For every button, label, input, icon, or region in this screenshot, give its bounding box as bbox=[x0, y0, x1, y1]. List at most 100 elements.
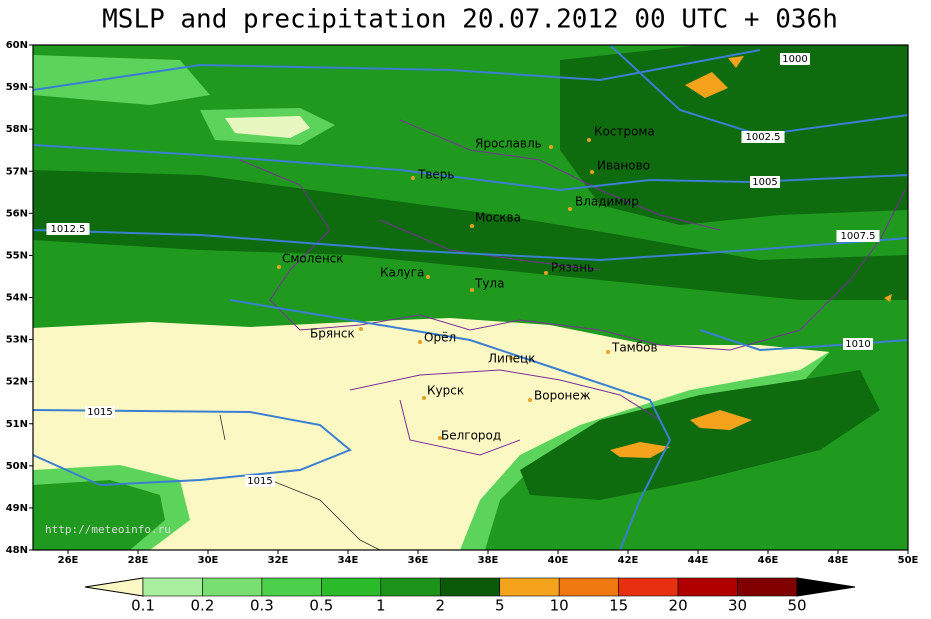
isobar-label-box bbox=[780, 53, 810, 65]
city-dot bbox=[509, 356, 513, 360]
isobar-label-box bbox=[741, 131, 785, 143]
city-dot bbox=[587, 138, 591, 142]
legend-label: 15 bbox=[609, 597, 628, 615]
isobar-label: 1015 bbox=[247, 476, 272, 487]
lon-label: 50E bbox=[898, 555, 919, 566]
lat-label: 59N bbox=[6, 82, 28, 93]
lon-label: 26E bbox=[58, 555, 79, 566]
precip-orange bbox=[728, 56, 744, 68]
city-dot bbox=[528, 398, 532, 402]
lat-label: 48N bbox=[6, 545, 28, 556]
lat-label: 57N bbox=[6, 166, 28, 177]
city-label: Липецк bbox=[488, 352, 535, 366]
city-label: Смоленск bbox=[282, 252, 344, 266]
city-label: Тамбов bbox=[611, 341, 658, 355]
city-dot bbox=[426, 275, 430, 279]
precip-heavy bbox=[33, 170, 908, 300]
lat-label: 51N bbox=[6, 419, 28, 430]
legend-box bbox=[142, 577, 203, 597]
coastline bbox=[219, 414, 381, 551]
isobar-label-box bbox=[750, 176, 780, 188]
lat-label: 50N bbox=[6, 461, 28, 472]
lat-label: 49N bbox=[6, 503, 28, 514]
city-label: Москва bbox=[475, 211, 521, 225]
legend-label: 20 bbox=[669, 597, 688, 615]
legend-arrow-low bbox=[84, 577, 144, 597]
legend-box bbox=[618, 577, 679, 597]
lon-label: 40E bbox=[548, 555, 569, 566]
legend-box bbox=[202, 577, 263, 597]
city-label: Калуга bbox=[380, 266, 424, 280]
isobar-label: 1005 bbox=[752, 177, 777, 188]
isobar-label-box bbox=[46, 223, 90, 235]
isobar bbox=[32, 409, 352, 487]
city-label: Иваново bbox=[597, 159, 650, 173]
legend-box bbox=[380, 577, 441, 597]
city-dot bbox=[470, 224, 474, 228]
legend-arrow-high bbox=[796, 577, 856, 597]
lat-label: 54N bbox=[6, 293, 28, 304]
city-label: Белгород bbox=[441, 429, 501, 443]
lon-label: 36E bbox=[408, 555, 429, 566]
isobar-label-box bbox=[836, 230, 880, 242]
isobar bbox=[32, 229, 909, 262]
legend-box bbox=[321, 577, 382, 597]
precip-orange bbox=[610, 442, 670, 458]
legend-box bbox=[261, 577, 322, 597]
isobar-label: 1000 bbox=[782, 54, 807, 65]
isobar-label: 1002.5 bbox=[746, 132, 781, 143]
lon-label: 46E bbox=[758, 555, 779, 566]
legend-label: 5 bbox=[495, 597, 505, 615]
lat-label: 58N bbox=[6, 124, 28, 135]
isobar-label-box bbox=[245, 475, 275, 487]
precip-fringe bbox=[33, 55, 210, 105]
legend-label: 0.5 bbox=[309, 597, 333, 615]
city-label: Орёл bbox=[424, 331, 456, 345]
lon-label: 28E bbox=[128, 555, 149, 566]
city-label: Рязань bbox=[551, 261, 594, 275]
city-label: Тула bbox=[474, 277, 504, 291]
city-dot bbox=[568, 207, 572, 211]
lon-label: 48E bbox=[828, 555, 849, 566]
precip-light bbox=[225, 116, 310, 138]
lon-label: 38E bbox=[478, 555, 499, 566]
legend-label: 0.1 bbox=[131, 597, 155, 615]
city-dot bbox=[411, 176, 415, 180]
legend-label: 30 bbox=[728, 597, 747, 615]
city-dot bbox=[277, 265, 281, 269]
lat-label: 56N bbox=[6, 208, 28, 219]
lon-label: 44E bbox=[688, 555, 709, 566]
border bbox=[239, 159, 906, 351]
isobar-label: 1007.5 bbox=[841, 231, 876, 242]
isobar-label-box bbox=[843, 338, 873, 350]
city-dot bbox=[422, 396, 426, 400]
isobar-label: 1010 bbox=[845, 339, 870, 350]
legend-box bbox=[558, 577, 619, 597]
lon-label: 32E bbox=[268, 555, 289, 566]
city-dot bbox=[470, 288, 474, 292]
precip-orange bbox=[690, 410, 752, 430]
lat-label: 52N bbox=[6, 377, 28, 388]
legend-label: 1 bbox=[376, 597, 386, 615]
city-label: Курск bbox=[427, 384, 464, 398]
isobar bbox=[609, 44, 909, 137]
isobar bbox=[229, 299, 672, 551]
precip-orange bbox=[884, 294, 892, 302]
isobar bbox=[699, 329, 909, 352]
isobar bbox=[32, 49, 761, 91]
precip-heavy bbox=[520, 370, 880, 500]
border bbox=[349, 369, 661, 456]
legend-label: 0.3 bbox=[250, 597, 274, 615]
legend-label: 50 bbox=[787, 597, 806, 615]
city-label: Кострома bbox=[594, 125, 655, 139]
city-dot bbox=[590, 170, 594, 174]
legend-box bbox=[499, 577, 560, 597]
city-dot bbox=[606, 350, 610, 354]
lon-label: 30E bbox=[198, 555, 219, 566]
lat-label: 60N bbox=[6, 40, 28, 51]
precip-orange bbox=[685, 72, 728, 98]
legend-box bbox=[737, 577, 798, 597]
legend-label: 10 bbox=[550, 597, 569, 615]
city-dot bbox=[418, 340, 422, 344]
city-dot bbox=[359, 327, 363, 331]
